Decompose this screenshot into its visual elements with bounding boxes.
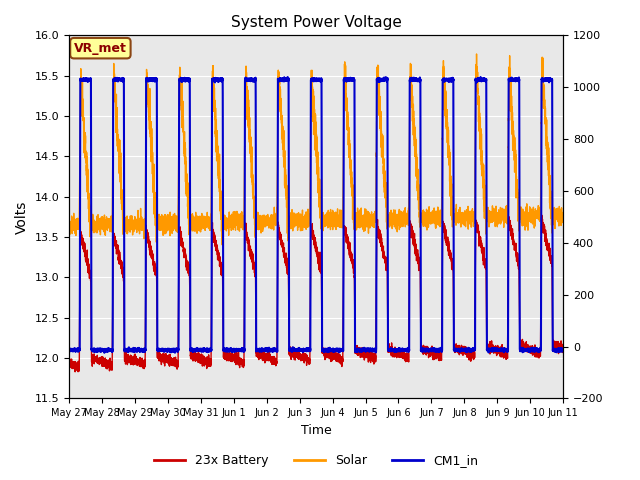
CM1_in (180, 77, 188, 83)
Y-axis label: Volts: Volts (15, 200, 29, 234)
Solar (252, 211, 259, 217)
Solar (185, 223, 193, 228)
CM1_in (65, 346, 73, 351)
Line: 23x Battery: 23x Battery (69, 215, 563, 372)
23x Battery (71, 369, 79, 375)
Solar (287, 218, 294, 224)
CM1_in (556, 348, 563, 353)
Title: System Power Voltage: System Power Voltage (230, 15, 401, 30)
23x Battery (185, 268, 193, 274)
Solar (473, 51, 481, 57)
CM1_in (477, 74, 484, 80)
23x Battery (180, 248, 188, 253)
23x Battery (559, 343, 567, 349)
Line: Solar: Solar (69, 54, 563, 245)
CM1_in (252, 77, 259, 83)
CM1_in (182, 76, 190, 82)
Legend: 23x Battery, Solar, CM1_in: 23x Battery, Solar, CM1_in (149, 449, 483, 472)
Solar (559, 213, 567, 218)
CM1_in (185, 77, 193, 83)
23x Battery (287, 345, 294, 350)
23x Battery (556, 341, 563, 347)
23x Battery (65, 358, 73, 364)
23x Battery (252, 270, 259, 276)
Solar (182, 192, 190, 198)
Solar (556, 212, 563, 218)
CM1_in (287, 347, 294, 353)
CM1_in (100, 350, 108, 356)
23x Battery (182, 260, 190, 266)
23x Battery (538, 212, 546, 218)
Solar (65, 223, 73, 228)
Solar (180, 139, 188, 145)
X-axis label: Time: Time (301, 424, 332, 437)
Text: VR_met: VR_met (74, 42, 127, 55)
Solar (218, 242, 226, 248)
Line: CM1_in: CM1_in (69, 77, 563, 353)
CM1_in (559, 347, 567, 353)
